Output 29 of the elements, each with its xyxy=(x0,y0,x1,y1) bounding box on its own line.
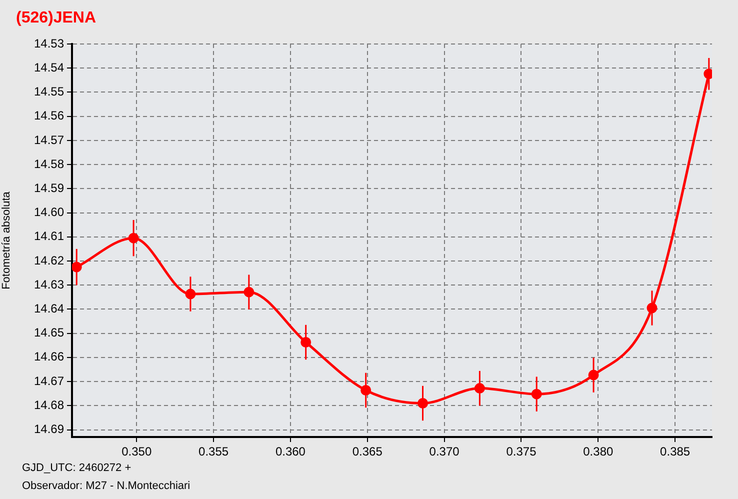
text: GJD_UTC: 2460272 + xyxy=(22,462,132,474)
x-tick-label: 0.360 xyxy=(275,444,306,459)
y-tick-label: 14.61 xyxy=(34,229,64,244)
x-tick-label: 0.370 xyxy=(429,444,460,459)
y-tick-label: 14.67 xyxy=(34,374,64,388)
y-tick-label: 14.69 xyxy=(34,422,64,436)
y-tick-label: 14.60 xyxy=(34,205,64,220)
y-tick-label: 14.53 xyxy=(34,36,64,50)
x-tick-label: 0.380 xyxy=(583,444,614,459)
x-tick-label: 0.375 xyxy=(506,444,537,459)
y-tick-label: 14.57 xyxy=(34,132,64,147)
y-tick-label: 14.65 xyxy=(34,326,64,340)
y-tick-label: 14.62 xyxy=(34,253,64,268)
y-tick-label: 14.55 xyxy=(34,84,64,99)
y-tick-label: 14.63 xyxy=(34,277,64,292)
x-tick-label: 0.355 xyxy=(198,444,229,459)
y-tick-label: 14.54 xyxy=(34,60,64,74)
y-tick-label: 14.68 xyxy=(34,398,64,412)
x-tick-label: 0.365 xyxy=(352,444,383,459)
y-tick-label: 14.59 xyxy=(34,180,64,195)
x-tick-label: 0.350 xyxy=(122,444,152,459)
y-tick-label: 14.56 xyxy=(34,108,64,123)
chart-title: (526)JENA xyxy=(16,9,96,26)
text: Observador: M27 - N.Montecchiari xyxy=(22,480,190,492)
y-tick-label: 14.66 xyxy=(34,350,64,364)
y-tick-label: 14.58 xyxy=(34,156,64,171)
x-tick-label: 0.385 xyxy=(660,444,690,459)
y-axis-title: Fotometría absoluta xyxy=(0,190,13,290)
y-tick-label: 14.64 xyxy=(34,302,64,316)
